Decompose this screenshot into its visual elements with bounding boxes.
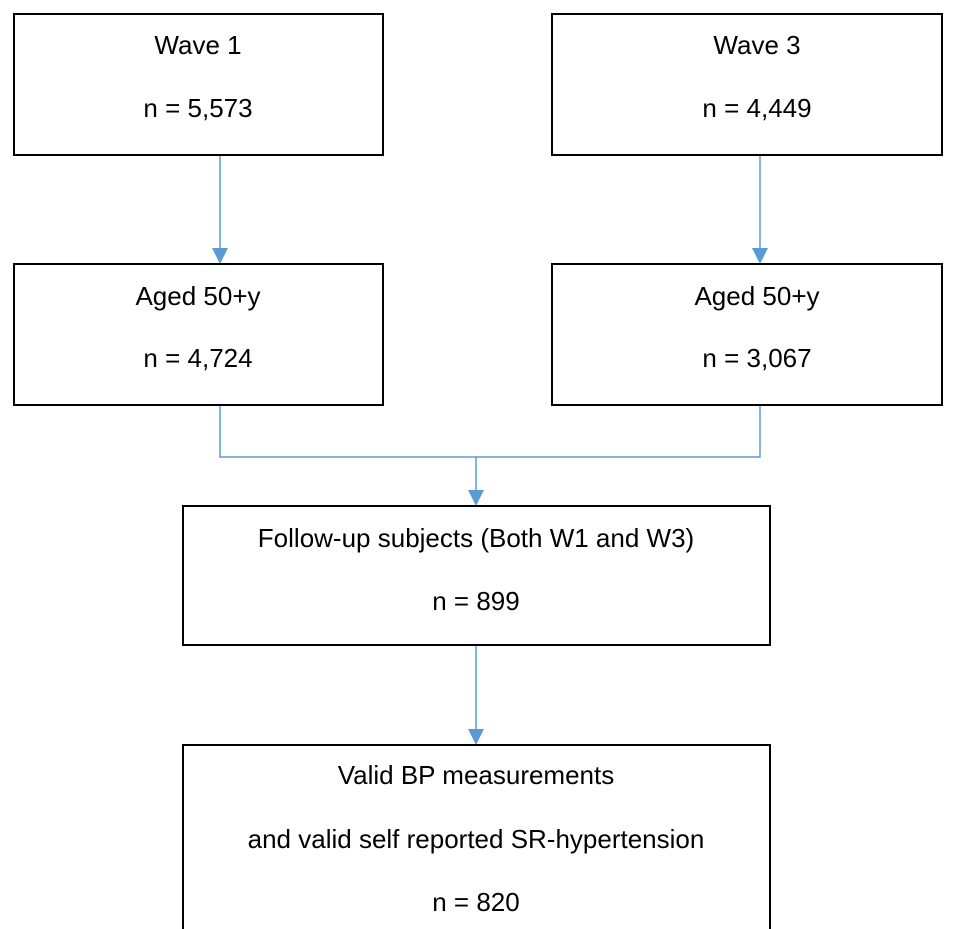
node-box xyxy=(13,13,384,156)
node-box xyxy=(182,744,771,929)
node-box xyxy=(551,263,943,406)
arrow-head xyxy=(752,248,768,264)
node-label: Valid BP measurements xyxy=(338,760,615,790)
node-label: Wave 1 xyxy=(154,30,241,60)
connector xyxy=(219,405,761,458)
node-label: n = 899 xyxy=(432,586,519,616)
node-label: Aged 50+y xyxy=(135,281,260,311)
node-label: n = 5,573 xyxy=(143,93,252,123)
node-label: Wave 3 xyxy=(713,30,800,60)
node-box xyxy=(551,13,943,156)
node-label: n = 4,449 xyxy=(702,93,811,123)
arrow-head xyxy=(212,248,228,264)
node-label: Follow-up subjects (Both W1 and W3) xyxy=(258,523,694,553)
arrow-head xyxy=(468,490,484,506)
node-label: n = 4,724 xyxy=(143,343,252,373)
node-label: and valid self reported SR-hypertension xyxy=(248,824,705,854)
node-label: n = 3,067 xyxy=(702,343,811,373)
node-box xyxy=(182,505,771,646)
node-box xyxy=(13,263,384,406)
node-label: n = 820 xyxy=(432,887,519,917)
arrow-head xyxy=(468,729,484,745)
node-label: Aged 50+y xyxy=(694,281,819,311)
